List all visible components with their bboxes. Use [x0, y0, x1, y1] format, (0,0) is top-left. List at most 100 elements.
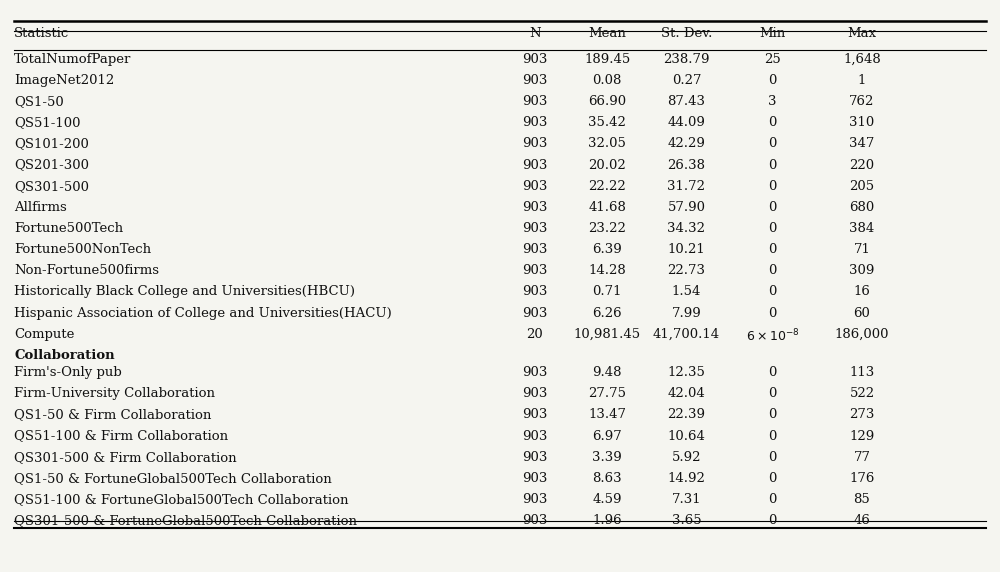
- Text: 903: 903: [522, 158, 547, 172]
- Text: QS301-500 & Firm Collaboration: QS301-500 & Firm Collaboration: [14, 451, 237, 464]
- Text: 0: 0: [769, 74, 777, 87]
- Text: 903: 903: [522, 74, 547, 87]
- Text: 205: 205: [849, 180, 875, 193]
- Text: 903: 903: [522, 53, 547, 66]
- Text: 903: 903: [522, 285, 547, 299]
- Text: 87.43: 87.43: [667, 95, 705, 108]
- Text: 903: 903: [522, 387, 547, 400]
- Text: 31.72: 31.72: [667, 180, 705, 193]
- Text: 522: 522: [849, 387, 875, 400]
- Text: 347: 347: [849, 137, 875, 150]
- Text: 10.64: 10.64: [667, 430, 705, 443]
- Text: 0: 0: [769, 264, 777, 277]
- Text: 0: 0: [769, 387, 777, 400]
- Text: 903: 903: [522, 514, 547, 527]
- Text: Allfirms: Allfirms: [14, 201, 67, 214]
- Text: Compute: Compute: [14, 328, 74, 341]
- Text: 22.73: 22.73: [667, 264, 705, 277]
- Text: 0: 0: [769, 222, 777, 235]
- Text: 0: 0: [769, 493, 777, 506]
- Text: QS1-50 & Firm Collaboration: QS1-50 & Firm Collaboration: [14, 408, 211, 422]
- Text: 903: 903: [522, 408, 547, 422]
- Text: ImageNet2012: ImageNet2012: [14, 74, 114, 87]
- Text: 129: 129: [849, 430, 875, 443]
- Text: 7.31: 7.31: [672, 493, 701, 506]
- Text: Mean: Mean: [588, 27, 626, 39]
- Text: 0: 0: [769, 116, 777, 129]
- Text: 0: 0: [769, 285, 777, 299]
- Text: Hispanic Association of College and Universities(HACU): Hispanic Association of College and Univ…: [14, 307, 392, 320]
- Text: 5.92: 5.92: [672, 451, 701, 464]
- Text: 1,648: 1,648: [843, 53, 881, 66]
- Text: 0: 0: [769, 514, 777, 527]
- Text: Firm-University Collaboration: Firm-University Collaboration: [14, 387, 215, 400]
- Text: 903: 903: [522, 180, 547, 193]
- Text: 220: 220: [849, 158, 875, 172]
- Text: 903: 903: [522, 116, 547, 129]
- Text: Non-Fortune500firms: Non-Fortune500firms: [14, 264, 159, 277]
- Text: 9.48: 9.48: [592, 366, 622, 379]
- Text: Collaboration: Collaboration: [14, 349, 115, 362]
- Text: 3.65: 3.65: [672, 514, 701, 527]
- Text: 77: 77: [853, 451, 870, 464]
- Text: QS1-50 & FortuneGlobal500Tech Collaboration: QS1-50 & FortuneGlobal500Tech Collaborat…: [14, 472, 332, 485]
- Text: St. Dev.: St. Dev.: [661, 27, 712, 39]
- Text: 903: 903: [522, 137, 547, 150]
- Text: 41.68: 41.68: [588, 201, 626, 214]
- Text: 903: 903: [522, 222, 547, 235]
- Text: QS51-100 & FortuneGlobal500Tech Collaboration: QS51-100 & FortuneGlobal500Tech Collabor…: [14, 493, 349, 506]
- Text: 0: 0: [769, 451, 777, 464]
- Text: 6.26: 6.26: [592, 307, 622, 320]
- Text: 903: 903: [522, 243, 547, 256]
- Text: 903: 903: [522, 493, 547, 506]
- Text: $6 \times 10^{-8}$: $6 \times 10^{-8}$: [746, 328, 800, 344]
- Text: 14.28: 14.28: [588, 264, 626, 277]
- Text: 32.05: 32.05: [588, 137, 626, 150]
- Text: QS101-200: QS101-200: [14, 137, 89, 150]
- Text: 66.90: 66.90: [588, 95, 626, 108]
- Text: 57.90: 57.90: [667, 201, 705, 214]
- Text: 25: 25: [764, 53, 781, 66]
- Text: 903: 903: [522, 264, 547, 277]
- Text: 903: 903: [522, 95, 547, 108]
- Text: 4.59: 4.59: [592, 493, 622, 506]
- Text: 10.21: 10.21: [668, 243, 705, 256]
- Text: 0: 0: [769, 472, 777, 485]
- Text: 34.32: 34.32: [667, 222, 705, 235]
- Text: 3.39: 3.39: [592, 451, 622, 464]
- Text: 60: 60: [854, 307, 870, 320]
- Text: Firm's-Only pub: Firm's-Only pub: [14, 366, 122, 379]
- Text: 0: 0: [769, 408, 777, 422]
- Text: 903: 903: [522, 366, 547, 379]
- Text: 189.45: 189.45: [584, 53, 630, 66]
- Text: 0: 0: [769, 201, 777, 214]
- Text: 309: 309: [849, 264, 875, 277]
- Text: 46: 46: [854, 514, 870, 527]
- Text: 16: 16: [854, 285, 870, 299]
- Text: 0: 0: [769, 430, 777, 443]
- Text: Historically Black College and Universities(HBCU): Historically Black College and Universit…: [14, 285, 355, 299]
- Text: 903: 903: [522, 307, 547, 320]
- Text: 22.22: 22.22: [588, 180, 626, 193]
- Text: 113: 113: [849, 366, 875, 379]
- Text: 384: 384: [849, 222, 875, 235]
- Text: 238.79: 238.79: [663, 53, 710, 66]
- Text: Fortune500NonTech: Fortune500NonTech: [14, 243, 151, 256]
- Text: N: N: [529, 27, 541, 39]
- Text: 1: 1: [858, 74, 866, 87]
- Text: 14.92: 14.92: [667, 472, 705, 485]
- Text: QS301-500: QS301-500: [14, 180, 89, 193]
- Text: Fortune500Tech: Fortune500Tech: [14, 222, 123, 235]
- Text: 176: 176: [849, 472, 875, 485]
- Text: TotalNumofPaper: TotalNumofPaper: [14, 53, 131, 66]
- Text: 8.63: 8.63: [592, 472, 622, 485]
- Text: 42.04: 42.04: [668, 387, 705, 400]
- Text: 0: 0: [769, 243, 777, 256]
- Text: 23.22: 23.22: [588, 222, 626, 235]
- Text: 6.39: 6.39: [592, 243, 622, 256]
- Text: 1.96: 1.96: [592, 514, 622, 527]
- Text: 7.99: 7.99: [672, 307, 701, 320]
- Text: 186,000: 186,000: [835, 328, 889, 341]
- Text: 85: 85: [854, 493, 870, 506]
- Text: 1.54: 1.54: [672, 285, 701, 299]
